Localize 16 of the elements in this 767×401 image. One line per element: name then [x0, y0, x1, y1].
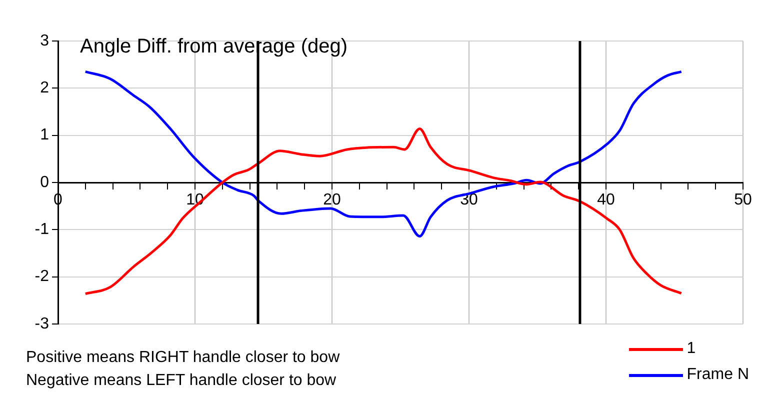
x-tick-label: 40 — [597, 192, 615, 209]
x-tick-label: 20 — [323, 192, 341, 209]
legend-label: 1 — [686, 340, 696, 358]
y-tick-label: -1 — [34, 221, 50, 238]
line-series — [84, 70, 683, 238]
text: Positive means RIGHT handle closer to bow — [26, 348, 340, 368]
x-tick-label: 50 — [734, 192, 752, 209]
y-tick-label: 3 — [40, 32, 50, 50]
y-tick-label: 2 — [40, 80, 50, 97]
line-series — [84, 127, 683, 296]
text: Negative means LEFT handle closer to bow — [26, 371, 338, 391]
y-tick-label: 1 — [40, 126, 50, 144]
y-tick-label: -3 — [34, 315, 50, 332]
legend-label: Frame N — [686, 366, 749, 384]
y-tick-label: -2 — [34, 268, 50, 286]
y-tick-label: 0 — [40, 174, 50, 191]
